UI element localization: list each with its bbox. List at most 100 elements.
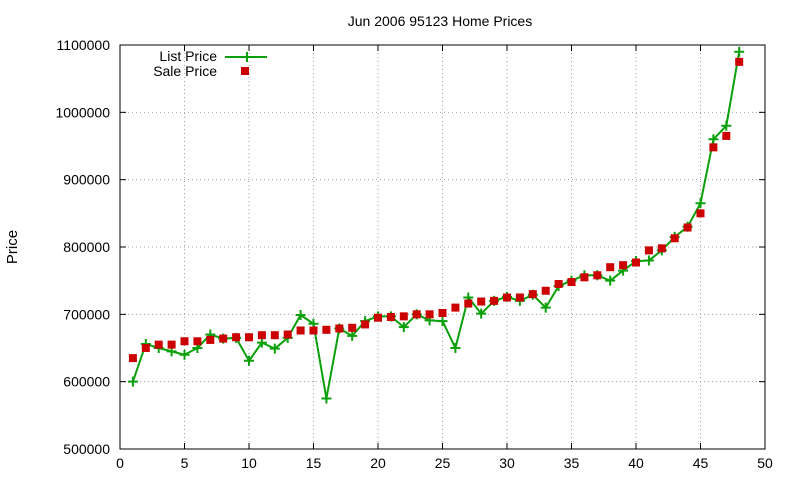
data-point-plus xyxy=(256,337,267,348)
data-point-plus xyxy=(721,120,732,131)
data-point-square xyxy=(490,296,499,305)
data-point-square xyxy=(541,286,550,295)
y-tick-label: 800000 xyxy=(63,239,110,255)
data-point-square xyxy=(709,143,718,152)
data-point-square xyxy=(735,57,744,66)
data-point-square xyxy=(632,258,640,267)
data-point-square xyxy=(567,278,576,287)
chart-title: Jun 2006 95123 Home Prices xyxy=(348,13,532,29)
data-point-plus xyxy=(695,198,706,209)
data-point-square xyxy=(309,326,318,335)
data-point-plus xyxy=(540,302,551,313)
x-tick-label: 20 xyxy=(370,455,386,471)
data-point-square xyxy=(412,310,421,319)
x-tick-label: 10 xyxy=(241,455,257,471)
legend-label-list-price: List Price xyxy=(159,48,217,64)
y-axis-label: Price xyxy=(4,230,21,264)
data-point-square xyxy=(593,271,602,280)
data-point-plus xyxy=(605,275,616,286)
data-point-plus xyxy=(643,255,654,266)
y-axis: 500000 600000 700000 800000 900000 1000000 110… xyxy=(55,37,765,457)
data-point-square xyxy=(670,234,679,243)
data-point-plus xyxy=(269,343,280,354)
data-point-plus xyxy=(127,376,138,387)
data-point-square xyxy=(245,333,253,342)
data-point-square xyxy=(335,324,344,333)
data-point-square xyxy=(722,131,731,140)
data-point-square xyxy=(219,334,228,343)
data-point-square xyxy=(528,290,537,299)
data-point-plus xyxy=(450,343,461,353)
data-point-square xyxy=(374,313,382,322)
legend-label-sale-price: Sale Price xyxy=(153,63,217,79)
data-point-square xyxy=(399,312,408,321)
x-tick-label: 30 xyxy=(499,455,515,471)
data-point-square xyxy=(296,326,305,335)
data-point-plus xyxy=(734,46,745,57)
data-point-plus xyxy=(244,355,254,366)
y-tick-label: 600000 xyxy=(63,374,110,390)
data-point-square xyxy=(619,261,628,270)
data-point-square xyxy=(270,331,279,340)
data-point-square xyxy=(206,335,215,344)
data-point-square xyxy=(193,337,202,346)
data-point-square xyxy=(141,344,150,352)
data-point-plus xyxy=(347,330,358,341)
series-line xyxy=(131,51,741,400)
data-point-square xyxy=(515,293,524,302)
y-tick-label: 900000 xyxy=(63,172,110,188)
data-point-square xyxy=(386,313,395,322)
data-point-square xyxy=(283,330,292,339)
data-point-square xyxy=(644,246,653,255)
data-point-square xyxy=(580,273,589,282)
legend-marker-sale-price xyxy=(241,67,249,75)
data-point-plus xyxy=(398,322,409,333)
series-layer xyxy=(127,46,745,404)
data-point-square xyxy=(683,223,692,232)
y-tick-label: 1000000 xyxy=(55,104,110,120)
data-point-square xyxy=(348,323,357,332)
data-point-square xyxy=(180,337,189,346)
data-point-plus xyxy=(476,308,487,319)
y-tick-label: 700000 xyxy=(63,306,110,322)
data-point-plus xyxy=(321,393,332,404)
x-tick-label: 0 xyxy=(116,455,124,471)
series-list-price xyxy=(127,46,745,404)
x-tick-label: 35 xyxy=(564,455,580,471)
data-point-square xyxy=(361,320,370,329)
series-sale-price xyxy=(128,57,744,363)
data-point-square xyxy=(696,209,705,218)
data-point-square xyxy=(425,310,434,319)
data-point-square xyxy=(477,297,486,306)
data-point-plus xyxy=(179,349,190,360)
x-tick-label: 15 xyxy=(306,455,322,471)
data-point-square xyxy=(438,308,447,317)
legend: List Price Sale Price xyxy=(153,48,267,79)
data-point-square xyxy=(128,354,137,363)
data-point-square xyxy=(257,331,266,340)
data-point-square xyxy=(232,333,241,342)
data-point-plus xyxy=(437,316,448,327)
data-point-square xyxy=(657,244,666,253)
y-tick-label: 500000 xyxy=(63,441,110,457)
data-point-plus xyxy=(295,310,306,321)
data-point-square xyxy=(464,299,473,308)
x-axis: 0 5 10 15 20 25 30 35 40 45 50 xyxy=(116,45,773,471)
data-point-square xyxy=(606,263,615,272)
x-tick-label: 45 xyxy=(693,455,709,471)
x-tick-label: 40 xyxy=(628,455,644,471)
data-point-square xyxy=(554,280,563,289)
data-point-square xyxy=(451,303,460,312)
x-tick-label: 25 xyxy=(435,455,451,471)
chart-grid xyxy=(120,45,765,449)
legend-marker-list-price xyxy=(242,52,252,62)
data-point-square xyxy=(167,340,176,349)
data-point-plus xyxy=(708,134,719,145)
x-tick-label: 50 xyxy=(757,455,773,471)
x-tick-label: 5 xyxy=(181,455,189,471)
data-point-square xyxy=(154,340,163,349)
data-point-square xyxy=(322,325,331,334)
data-point-square xyxy=(503,293,511,302)
y-tick-label: 1100000 xyxy=(57,37,111,53)
